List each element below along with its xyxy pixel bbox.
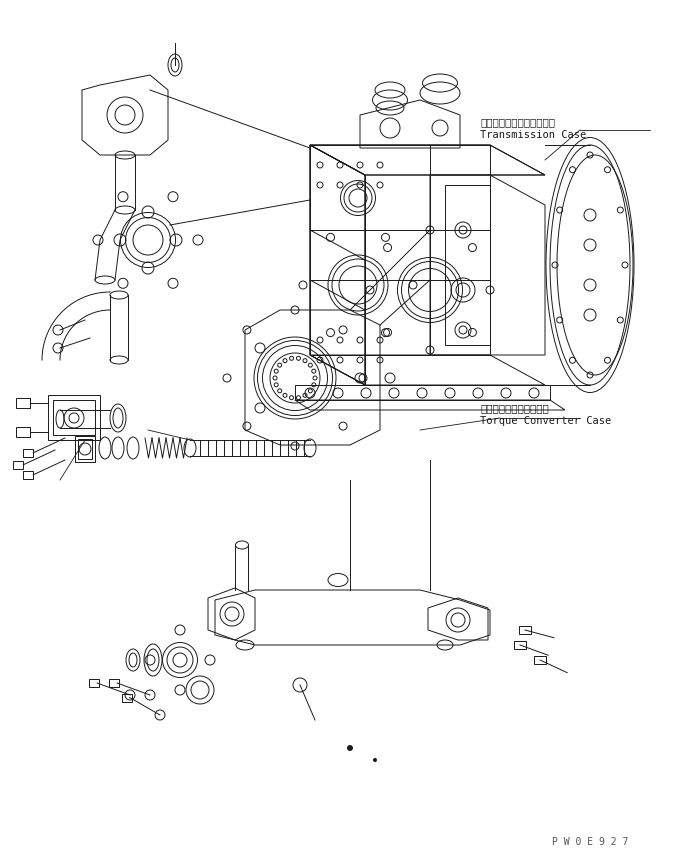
Text: P W 0 E 9 2 7: P W 0 E 9 2 7 [552, 837, 629, 847]
Bar [23, 471, 33, 479]
Bar [519, 626, 531, 634]
Bar [109, 679, 119, 687]
Bar [16, 427, 30, 437]
Text: Torque Converter Case: Torque Converter Case [480, 416, 612, 426]
Text: Transmission Case: Transmission Case [480, 130, 586, 140]
Text: トランスミッションケース: トランスミッションケース [480, 117, 555, 127]
Bar [14, 461, 23, 468]
Bar [514, 641, 526, 649]
Text: トルクコンバータケース: トルクコンバータケース [480, 403, 549, 413]
Bar [89, 679, 99, 687]
Circle shape [347, 745, 353, 751]
Bar [16, 398, 30, 408]
Bar [23, 449, 33, 456]
Bar [534, 656, 546, 664]
Circle shape [373, 758, 377, 762]
Bar [121, 693, 132, 702]
